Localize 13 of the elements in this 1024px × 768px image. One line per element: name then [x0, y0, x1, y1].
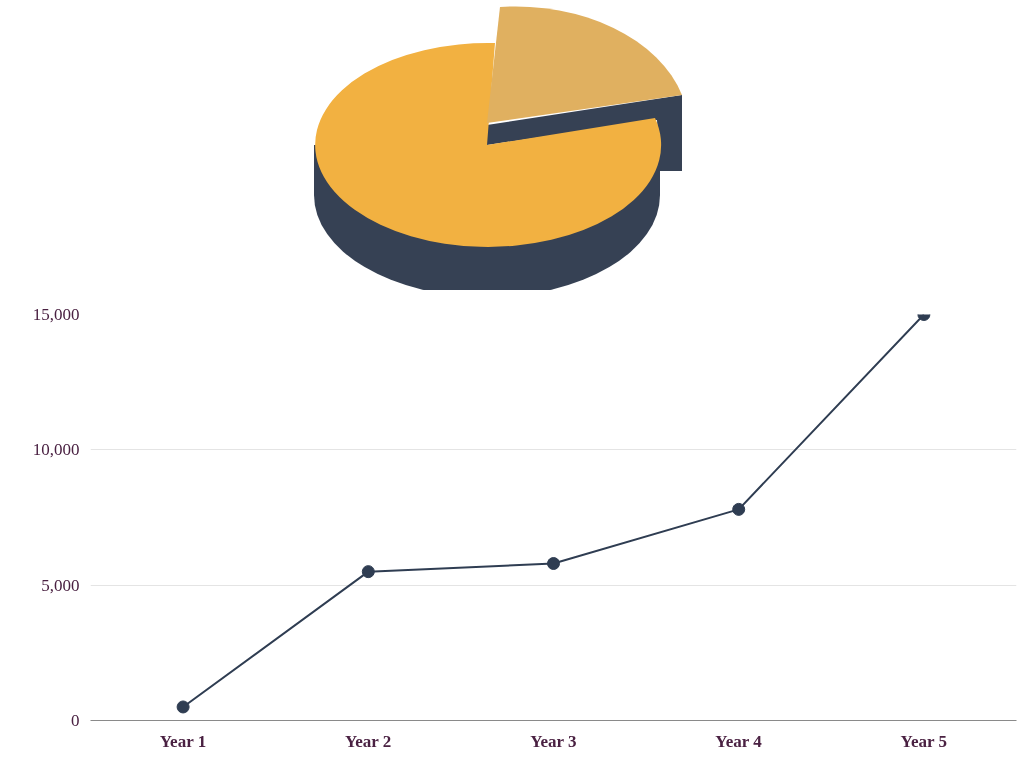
y-tick-label: 15,000 — [32, 305, 80, 324]
x-tick-label: Year 5 — [900, 731, 947, 751]
point — [176, 700, 190, 714]
y-tick-label: 5,000 — [41, 575, 80, 595]
x-tick-label: Year 1 — [159, 731, 207, 751]
x-tick-label: Year 3 — [530, 731, 577, 751]
y-tick-label: 0 — [71, 711, 80, 730]
y-tick-label: 10,000 — [32, 440, 80, 460]
x-tick-label: Year 4 — [715, 731, 763, 751]
point — [361, 565, 375, 579]
point — [547, 557, 560, 570]
x-tick-label: Year 2 — [344, 731, 392, 751]
point — [732, 502, 746, 516]
